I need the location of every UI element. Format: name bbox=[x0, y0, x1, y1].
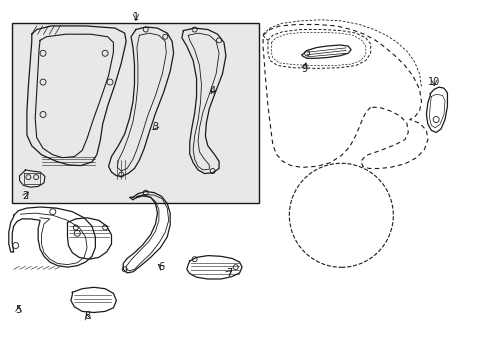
Text: 9: 9 bbox=[301, 64, 306, 74]
Text: 2: 2 bbox=[22, 191, 28, 201]
Text: 7: 7 bbox=[225, 268, 231, 278]
Text: 6: 6 bbox=[158, 262, 164, 272]
Text: 5: 5 bbox=[16, 305, 21, 315]
Text: 8: 8 bbox=[84, 311, 90, 321]
Text: 4: 4 bbox=[209, 86, 215, 96]
Text: 10: 10 bbox=[427, 77, 440, 87]
Text: 3: 3 bbox=[152, 122, 158, 132]
Text: 1: 1 bbox=[133, 12, 139, 22]
Bar bbox=[12, 23, 259, 203]
